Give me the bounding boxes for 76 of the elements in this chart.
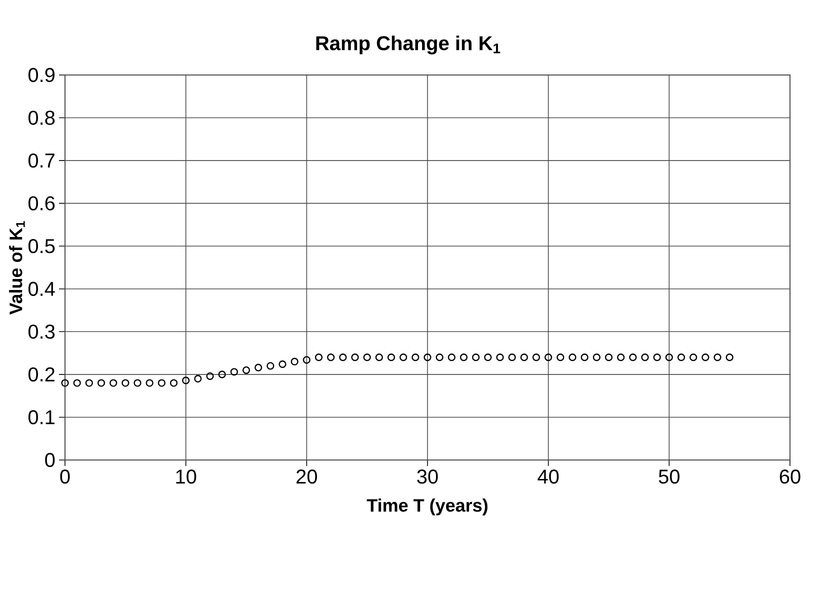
- point: [146, 379, 154, 387]
- y-tick-label: 0.7: [28, 153, 54, 168]
- point: [230, 368, 238, 376]
- point: [460, 354, 468, 362]
- point: [242, 366, 250, 374]
- point: [218, 370, 226, 378]
- x-tick-label: 60: [780, 470, 800, 484]
- point: [61, 379, 69, 387]
- y-tick-label: 0.9: [28, 68, 55, 82]
- point: [290, 358, 298, 366]
- point: [436, 354, 444, 362]
- point: [97, 379, 106, 387]
- point: [400, 354, 408, 362]
- point: [702, 354, 710, 362]
- point: [278, 360, 286, 368]
- point: [472, 354, 480, 362]
- point: [690, 354, 698, 362]
- point: [206, 372, 214, 380]
- point: [424, 354, 432, 362]
- point: [641, 354, 649, 362]
- point: [387, 354, 396, 362]
- point: [110, 379, 118, 387]
- point: [85, 379, 93, 387]
- point: [158, 379, 166, 387]
- point: [122, 379, 130, 387]
- point: [170, 379, 178, 387]
- y-tick-label: 0.4: [28, 282, 55, 296]
- point: [604, 354, 613, 362]
- x-tick-label: 10: [176, 470, 196, 484]
- point: [484, 354, 492, 362]
- point: [182, 376, 190, 384]
- x-tick-label: 50: [658, 470, 680, 484]
- y-tick-label: 0.6: [28, 196, 55, 210]
- point: [73, 379, 81, 387]
- x-axis-title: Time T (years): [366, 498, 488, 516]
- chart-title: Ramp Change in K$_{1}$: [316, 36, 500, 54]
- point: [448, 354, 456, 362]
- y-tick-label: 0.8: [28, 110, 55, 125]
- point: [556, 354, 564, 362]
- point: [351, 354, 359, 362]
- x-tick-label: 40: [538, 470, 559, 484]
- point: [592, 354, 600, 362]
- point: [375, 354, 383, 362]
- point: [520, 354, 528, 362]
- point: [339, 354, 347, 362]
- x-tick-label: 0: [60, 470, 70, 484]
- x-tick-label: 30: [417, 470, 438, 484]
- point: [726, 354, 734, 362]
- point: [363, 354, 371, 362]
- point: [327, 354, 335, 362]
- point: [254, 364, 262, 372]
- point: [508, 354, 516, 362]
- y-tick-label: 0.5: [28, 239, 55, 254]
- point: [266, 362, 274, 370]
- y-axis-title: Value of K$_{1}$: [9, 221, 25, 315]
- y-tick-label: 0.2: [28, 367, 54, 382]
- point: [714, 354, 722, 362]
- point: [568, 354, 576, 362]
- point: [496, 354, 504, 362]
- point: [134, 379, 142, 387]
- x-tick-label: 20: [296, 470, 318, 484]
- point: [194, 374, 202, 383]
- y-tick-label: 0.3: [28, 324, 55, 339]
- point: [617, 354, 625, 362]
- y-tick-label: 0.1: [28, 410, 54, 424]
- point: [653, 354, 661, 362]
- point: [629, 354, 637, 362]
- point: [532, 354, 540, 362]
- point: [314, 354, 323, 362]
- point: [580, 354, 588, 362]
- point: [544, 354, 552, 362]
- y-tick-label: 0: [45, 452, 55, 468]
- point: [302, 356, 310, 364]
- point: [677, 354, 686, 362]
- point: [665, 354, 673, 362]
- point: [412, 354, 420, 362]
